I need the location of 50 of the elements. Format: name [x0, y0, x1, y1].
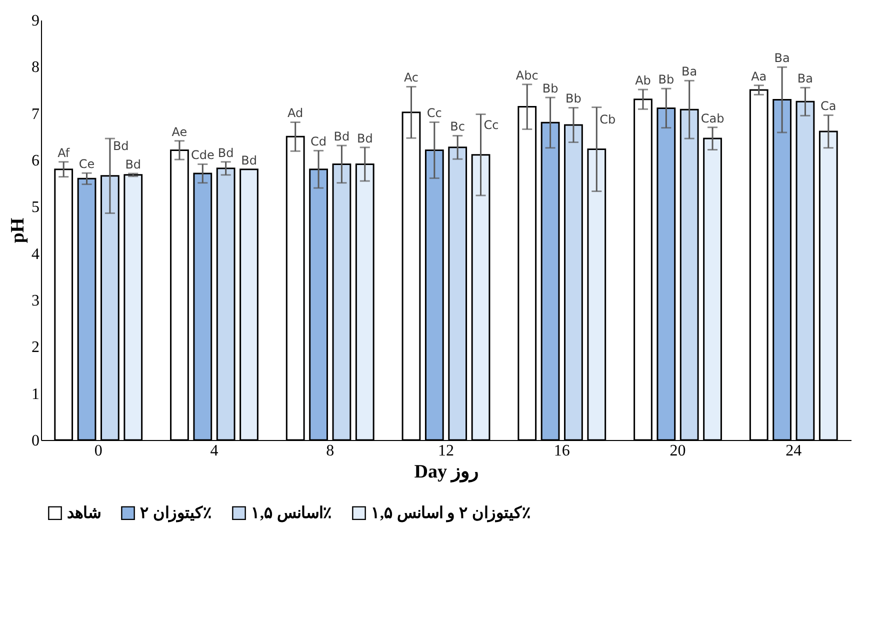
y-tick-label: 3: [32, 292, 40, 310]
y-tick-label: 7: [32, 106, 40, 123]
legend-label: شاهد: [67, 505, 101, 522]
y-tick-label: 5: [32, 199, 40, 216]
data-label: Aa: [751, 69, 767, 84]
y-tick-label: 1: [32, 386, 40, 403]
y-tick-label: 9: [32, 12, 40, 30]
data-label: Cc: [426, 106, 442, 120]
legend-label: کیتوزان ۲٪: [140, 505, 212, 524]
data-label: Cde: [190, 148, 214, 162]
x-tick-label: 0: [94, 442, 102, 460]
x-axis-title: Day روز: [414, 462, 479, 482]
data-label: Af: [58, 146, 70, 160]
x-tick-label: 12: [438, 442, 454, 460]
data-label: Ad: [288, 106, 304, 120]
data-label: Ba: [682, 64, 698, 79]
data-label: Ab: [635, 74, 651, 88]
data-label: Abc: [516, 68, 538, 82]
data-label: Ac: [404, 70, 419, 85]
data-label: Ba: [774, 51, 790, 66]
y-tick-label: 4: [32, 246, 40, 263]
x-tick-label: 16: [554, 442, 570, 460]
data-label: Bd: [112, 139, 129, 154]
x-tick-label: 8: [326, 442, 334, 460]
y-tick-label: 6: [32, 152, 40, 170]
legend-label: اسانس ۱,۵٪: [251, 505, 332, 524]
data-label: Bb: [658, 72, 674, 87]
y-tick-label: 8: [32, 59, 40, 76]
data-label: Cd: [310, 134, 327, 149]
data-label: Cab: [700, 111, 724, 126]
data-label: Cb: [600, 112, 616, 127]
x-tick-label: 4: [210, 442, 218, 460]
data-label: Ca: [820, 99, 836, 114]
data-label: Cc: [484, 118, 499, 132]
data-label: Bb: [566, 92, 582, 106]
data-label: Bd: [356, 131, 373, 146]
data-label: Bd: [125, 158, 142, 172]
data-label: Bd: [241, 153, 257, 168]
data-label: Bd: [218, 146, 234, 160]
x-tick-label: 20: [670, 442, 686, 460]
y-tick-label: 2: [32, 339, 40, 356]
data-label: Bd: [334, 130, 350, 144]
data-label: Bc: [450, 120, 466, 134]
y-axis-title: pH: [8, 218, 28, 244]
data-label: Ce: [78, 157, 95, 172]
x-tick-label: 24: [786, 442, 802, 460]
data-label: Ba: [797, 72, 814, 86]
data-label: Bb: [542, 81, 558, 96]
data-label: Ae: [172, 124, 188, 139]
legend-label: کیتوزان ۲ و اسانس ۱,۵٪: [371, 505, 531, 524]
